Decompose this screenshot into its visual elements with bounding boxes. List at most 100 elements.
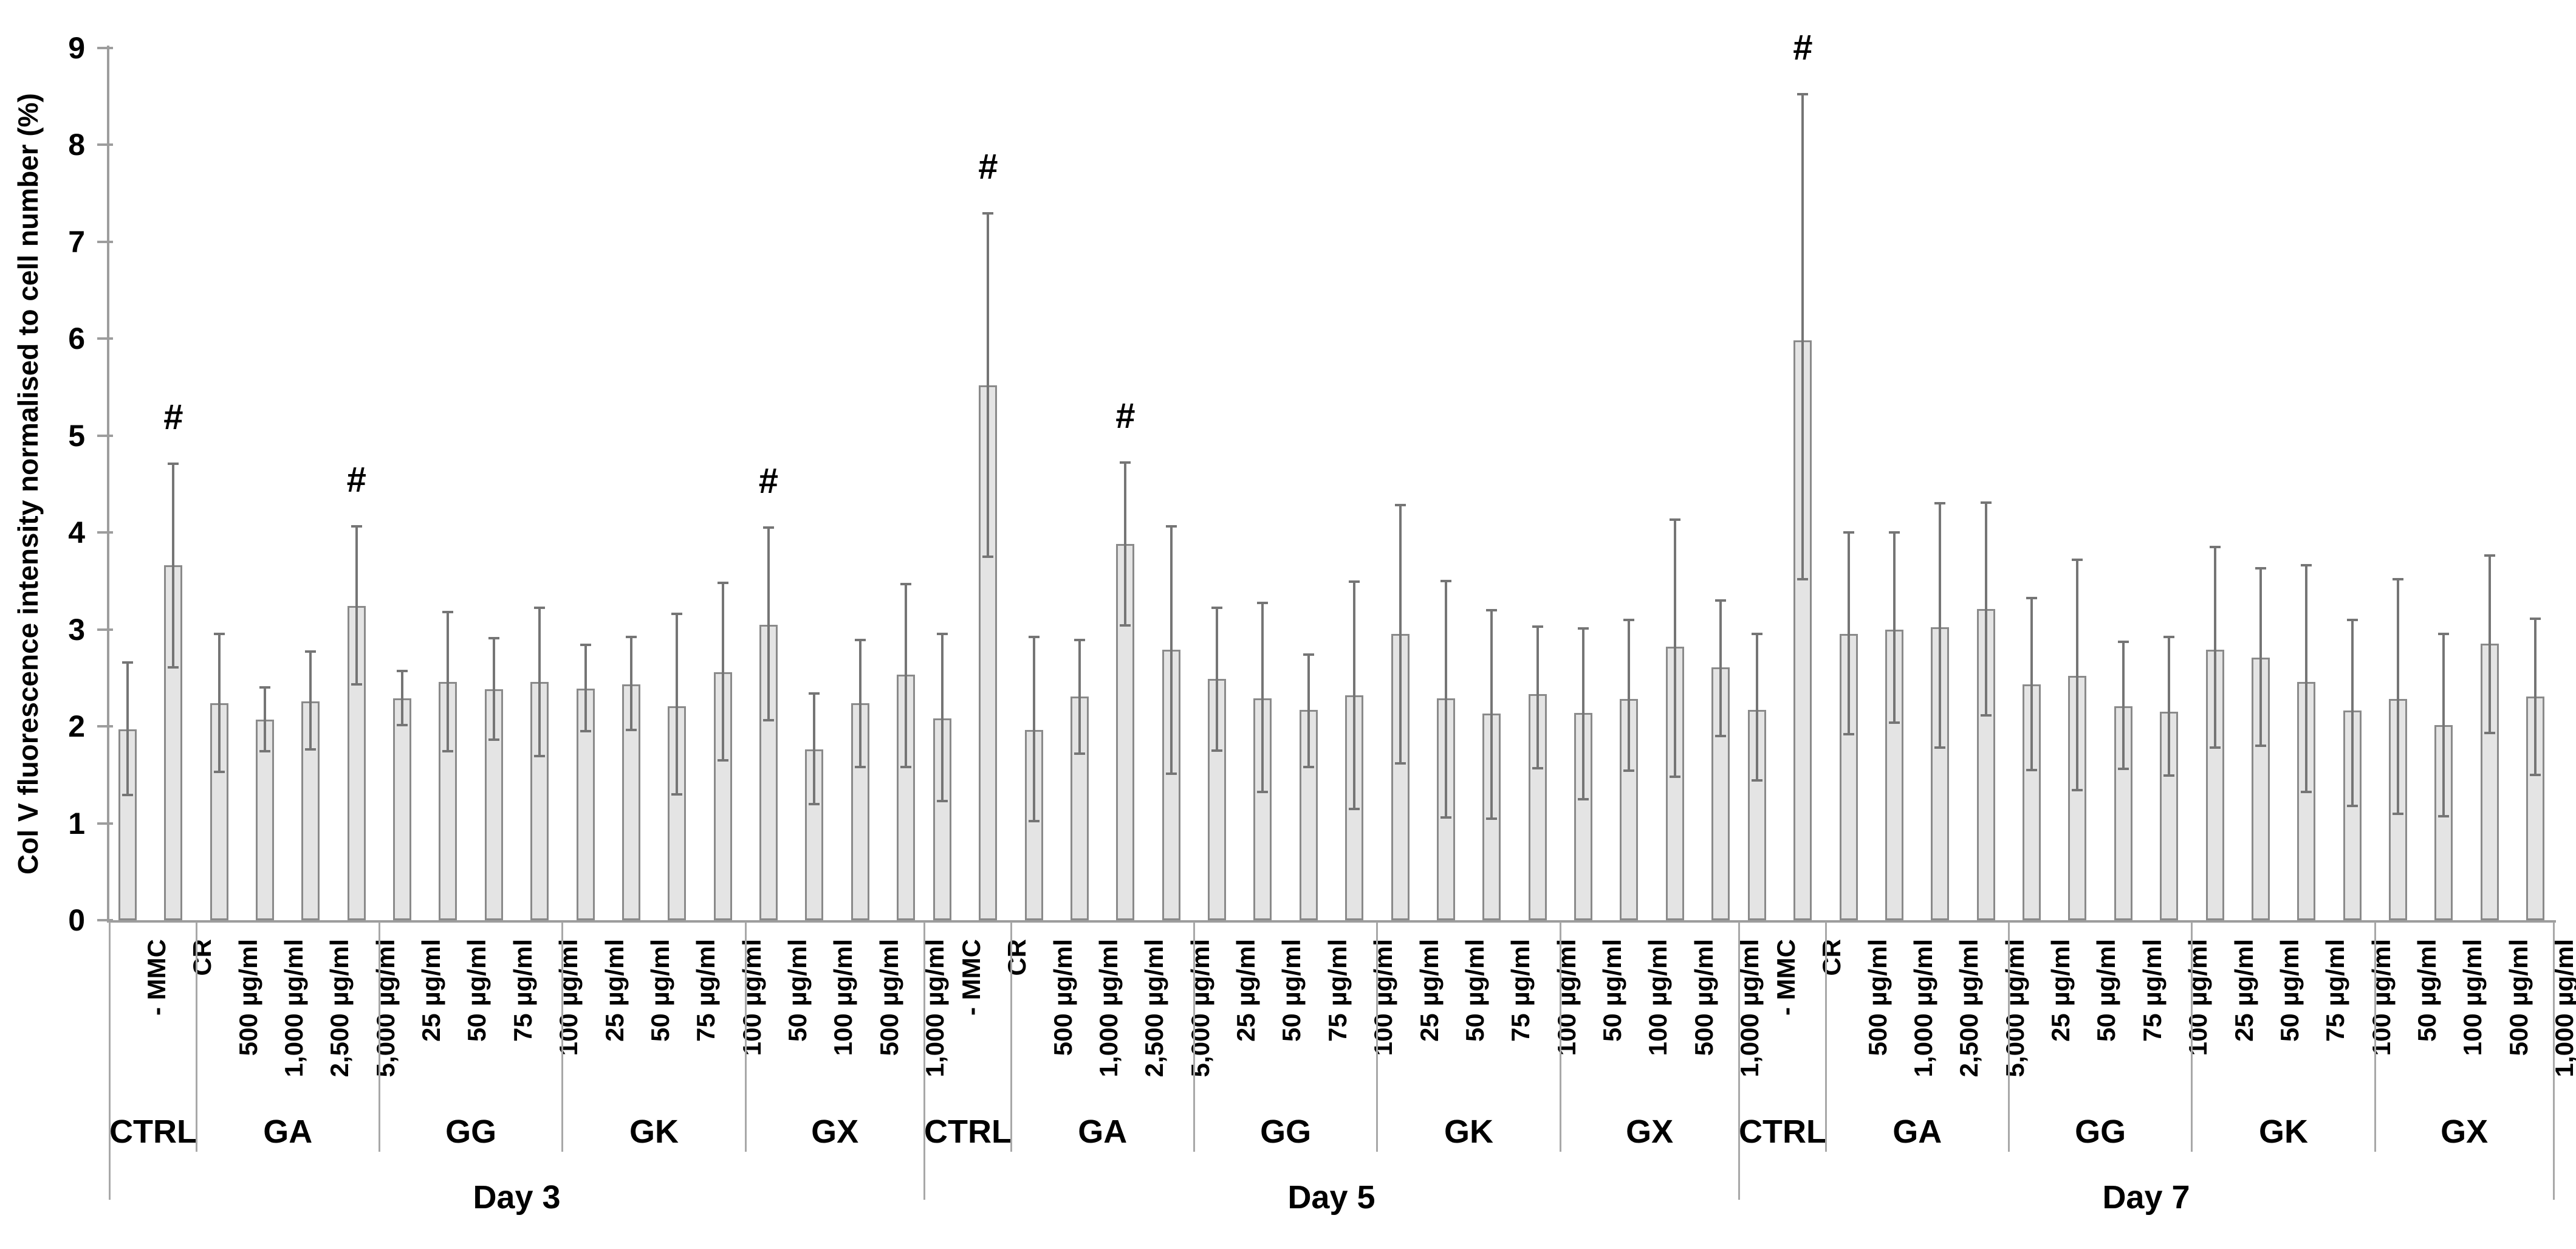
bar-x-label: - MMC <box>1772 939 1800 1016</box>
group-label: GX <box>811 1113 859 1150</box>
error-bar <box>401 671 404 726</box>
error-bar <box>629 637 632 731</box>
bar-x-label: 100 µg/ml <box>1643 939 1673 1056</box>
error-bar-bottom-cap <box>259 750 271 753</box>
error-bar-bottom-cap <box>2484 732 2495 735</box>
error-bar <box>2488 556 2491 734</box>
error-bar <box>1756 634 1758 781</box>
significance-marker: # <box>1793 28 1813 68</box>
error-bar-top-cap <box>1532 625 1543 628</box>
error-bar <box>2213 546 2216 748</box>
error-bar-bottom-cap <box>1074 752 1086 755</box>
y-axis-tick-label: 6 <box>68 322 85 356</box>
y-axis-tick <box>97 143 113 146</box>
bar-x-label: 500 µg/ml <box>233 939 262 1056</box>
bar-x-label: 75 µg/ml <box>1323 939 1352 1042</box>
error-bar-top-cap <box>2209 545 2221 548</box>
error-bar <box>2168 637 2171 776</box>
error-bar-top-cap <box>1074 639 1086 642</box>
error-bar-bottom-cap <box>442 750 454 753</box>
error-bar-bottom-cap <box>1440 816 1451 819</box>
day-separator <box>923 922 925 1200</box>
error-bar <box>584 645 587 731</box>
error-bar <box>813 693 816 804</box>
error-bar-bottom-cap <box>1669 775 1680 778</box>
group-label: GK <box>2259 1113 2309 1150</box>
error-bar-top-cap <box>2484 554 2495 557</box>
error-bar-top-cap <box>1577 627 1589 630</box>
y-axis-tick-label: 4 <box>68 515 85 549</box>
error-bar-top-cap <box>2163 636 2175 639</box>
y-axis-tick-label: 8 <box>68 128 85 162</box>
bar-x-label: 75 µg/ml <box>1506 939 1535 1042</box>
error-bar-bottom-cap <box>2026 768 2038 771</box>
error-bar-top-cap <box>1715 599 1726 602</box>
bar-x-label: 2,500 µg/ml <box>325 939 354 1078</box>
error-bar-top-cap <box>259 686 271 689</box>
error-bar-bottom-cap <box>1752 779 1762 782</box>
error-bar <box>2442 634 2445 817</box>
error-bar <box>2076 559 2079 791</box>
error-bar-top-cap <box>854 639 866 642</box>
error-bar-bottom-cap <box>1532 766 1543 769</box>
error-bar <box>1032 637 1035 822</box>
day-separator <box>1738 922 1740 1200</box>
error-bar-top-cap <box>982 212 994 215</box>
bar-x-label: 2,500 µg/ml <box>1954 939 1984 1078</box>
y-axis-tick <box>97 725 113 728</box>
group-separator <box>2191 922 2193 1152</box>
error-bar-bottom-cap <box>2346 804 2358 807</box>
error-bar-bottom-cap <box>1486 817 1498 820</box>
error-bar <box>2534 618 2537 775</box>
error-bar-top-cap <box>1394 504 1406 507</box>
error-bar <box>1939 503 1942 748</box>
significance-marker: # <box>758 461 779 501</box>
bar-x-label: 500 µg/ml <box>2504 939 2533 1056</box>
error-bar <box>905 583 907 767</box>
y-axis-tick <box>97 531 113 534</box>
error-bar-bottom-cap <box>625 729 637 732</box>
error-bar-top-cap <box>900 582 911 585</box>
y-axis-tick <box>97 919 113 921</box>
bar-x-label: 500 µg/ml <box>1048 939 1077 1056</box>
error-bar-bottom-cap <box>1165 772 1177 776</box>
error-bar <box>1170 526 1173 774</box>
bar <box>979 385 998 920</box>
bar-x-label: 100 µg/ml <box>1552 939 1581 1056</box>
error-bar <box>1893 532 1896 723</box>
error-bar-bottom-cap <box>809 802 820 805</box>
bar-x-label: 5,000 µg/ml <box>1185 939 1214 1078</box>
error-bar-top-cap <box>2438 633 2450 636</box>
bar-x-label: 75 µg/ml <box>508 939 537 1042</box>
day-label: Day 3 <box>473 1179 561 1216</box>
group-separator <box>195 922 197 1152</box>
bar-x-label: 50 µg/ml <box>2275 939 2304 1042</box>
y-axis-spine <box>107 45 109 923</box>
significance-marker: # <box>1115 396 1136 436</box>
error-bar <box>1078 640 1081 754</box>
y-axis-tick <box>97 337 113 340</box>
error-bar <box>1307 654 1310 767</box>
error-bar-top-cap <box>1843 531 1854 534</box>
error-bar-top-cap <box>1752 633 1762 636</box>
y-axis-tick <box>97 434 113 437</box>
x-axis-line <box>107 920 2556 923</box>
error-bar-bottom-cap <box>213 770 225 773</box>
bar <box>1748 709 1766 920</box>
error-bar-bottom-cap <box>2209 746 2221 749</box>
error-bar-bottom-cap <box>1715 734 1726 737</box>
error-bar-bottom-cap <box>1577 797 1589 800</box>
bar-x-label: 25 µg/ml <box>600 939 629 1042</box>
error-bar-bottom-cap <box>1120 624 1131 627</box>
error-bar-bottom-cap <box>1303 765 1314 768</box>
bar-x-label: 100 µg/ml <box>554 939 583 1056</box>
group-label: CTRL <box>109 1113 197 1150</box>
y-axis-tick-label: 7 <box>68 224 85 259</box>
error-bar <box>1536 626 1539 768</box>
error-bar-top-cap <box>442 610 454 613</box>
error-bar-bottom-cap <box>2163 774 2175 777</box>
error-bar-bottom-cap <box>534 755 546 758</box>
error-bar <box>1216 608 1219 751</box>
error-bar <box>172 463 175 667</box>
error-bar-bottom-cap <box>2392 812 2403 815</box>
